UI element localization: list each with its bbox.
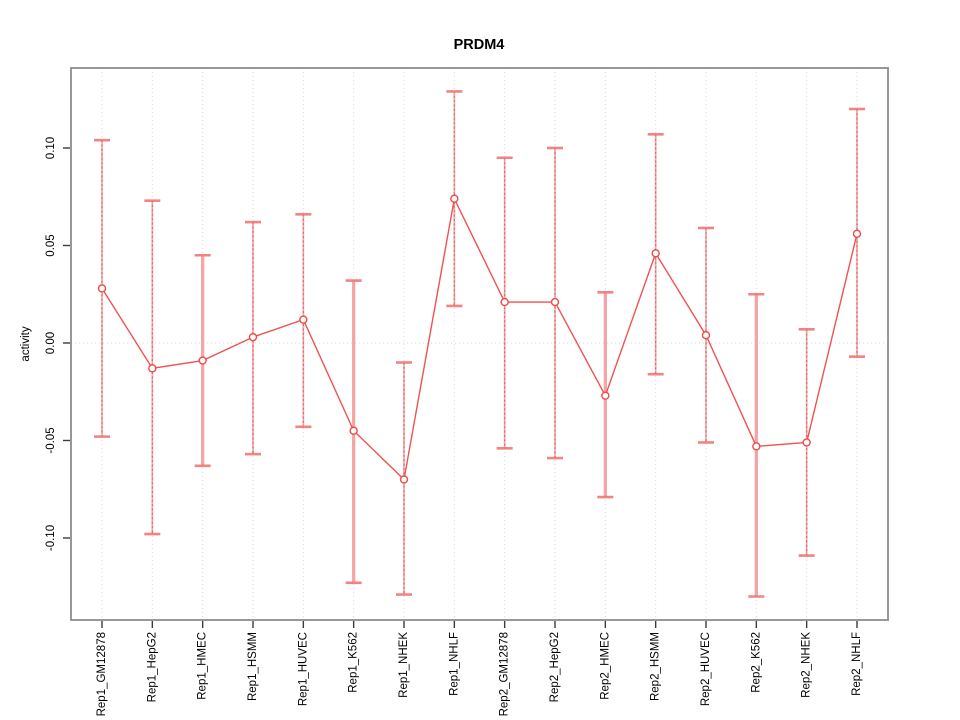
x-tick-label: Rep2_GM12878 bbox=[499, 632, 511, 716]
x-tick-label: Rep2_HepG2 bbox=[549, 632, 561, 702]
data-point-marker bbox=[852, 229, 862, 239]
plot-border bbox=[70, 67, 889, 621]
data-point-marker bbox=[651, 249, 660, 258]
x-tick-labels-group: Rep1_GM12878 Rep1_HepG2 Rep1_HMEC Rep1_HSMM… bbox=[96, 632, 863, 717]
x-tick-label: Rep1_NHLF bbox=[448, 632, 460, 696]
data-point-marker bbox=[550, 297, 560, 307]
data-point-marker bbox=[399, 475, 409, 484]
y-tick-labels-group: -0.10 -0.05 0.00 0.05 0.10 bbox=[45, 137, 57, 551]
x-tick-label: Rep2_NHLF bbox=[851, 632, 863, 696]
axes-group bbox=[63, 67, 889, 628]
x-tick-label: Rep2_HUVEC bbox=[700, 632, 712, 706]
series-line-group bbox=[101, 196, 858, 481]
data-point-marker bbox=[450, 194, 459, 203]
data-point-marker bbox=[601, 391, 610, 400]
data-point-marker bbox=[349, 426, 358, 435]
data-point-marker bbox=[148, 364, 157, 373]
data-point-marker bbox=[198, 356, 207, 365]
gridlines-group bbox=[71, 68, 888, 620]
y-tick-label: 0.00 bbox=[45, 332, 57, 354]
data-point-marker bbox=[299, 315, 308, 324]
x-tick-label: Rep1_GM12878 bbox=[96, 632, 108, 716]
x-tick-label: Rep2_K562 bbox=[750, 632, 762, 693]
x-tick-label: Rep1_HSMM bbox=[247, 632, 259, 701]
data-point-marker bbox=[97, 284, 107, 293]
x-tick-label: Rep1_HepG2 bbox=[146, 632, 158, 702]
y-tick-label: -0.10 bbox=[45, 525, 57, 551]
data-point-marker bbox=[701, 331, 711, 340]
error-bars-group bbox=[94, 90, 865, 598]
y-tick-label: 0.05 bbox=[45, 234, 57, 256]
chart-title: PRDM4 bbox=[454, 37, 505, 53]
series-line bbox=[101, 196, 858, 481]
data-point-marker bbox=[248, 332, 258, 342]
x-tick-label: Rep2_HSMM bbox=[650, 632, 662, 701]
y-tick-label: -0.05 bbox=[45, 427, 57, 453]
data-point-marker bbox=[752, 442, 761, 451]
data-point-marker bbox=[500, 297, 509, 307]
data-point-marker bbox=[802, 438, 811, 447]
y-tick-label: 0.10 bbox=[45, 137, 57, 159]
x-tick-label: Rep2_HMEC bbox=[599, 632, 611, 700]
data-points-group bbox=[97, 194, 862, 484]
x-tick-label: Rep1_HMEC bbox=[197, 632, 209, 700]
x-tick-label: Rep1_NHEK bbox=[398, 632, 410, 698]
x-tick-label: Rep2_NHEK bbox=[801, 632, 813, 698]
x-tick-label: Rep1_K562 bbox=[348, 632, 360, 693]
x-tick-label: Rep1_HUVEC bbox=[297, 632, 309, 706]
y-axis-label: activity bbox=[20, 326, 32, 361]
